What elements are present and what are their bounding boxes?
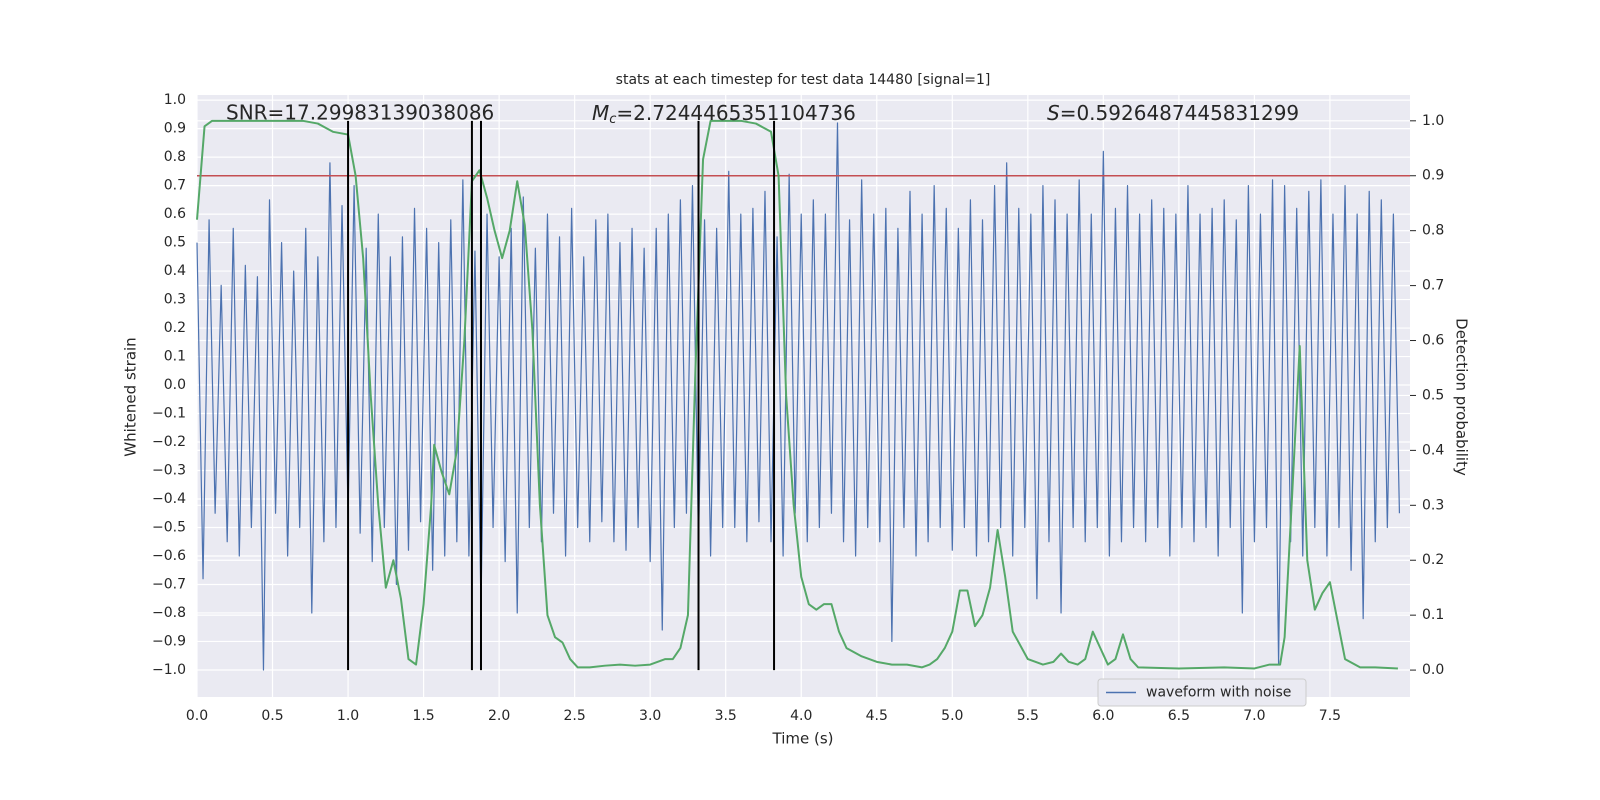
x-tick-label: 2.0 — [488, 708, 510, 724]
y2-tick-label: 0.0 — [1422, 662, 1444, 678]
y-tick-label: 0.3 — [164, 292, 186, 308]
x-tick-label: 5.0 — [941, 708, 963, 724]
y-tick-label: −0.8 — [152, 605, 186, 621]
y-tick-label: −0.5 — [152, 519, 186, 535]
y-tick-label: −0.1 — [152, 406, 186, 422]
data-layer — [196, 119, 1410, 671]
y2-tick-label: 0.7 — [1422, 278, 1444, 294]
y2-tick-label: 0.9 — [1422, 168, 1444, 184]
x-tick-label: 0.5 — [261, 708, 283, 724]
y-tick-label: 0.2 — [164, 320, 186, 336]
x-tick-label: 1.0 — [337, 708, 359, 724]
y-tick-label: −0.3 — [152, 463, 186, 479]
y-tick-label: 0.5 — [164, 235, 186, 251]
legend-box — [1097, 678, 1307, 707]
annotation-text: =0.5926487445831299 — [1060, 101, 1299, 125]
x-tick-label: 7.0 — [1243, 708, 1265, 724]
annotations: SNR=17.29983139038086 Mc=2.7244465351104… — [226, 101, 1299, 127]
series-line — [196, 119, 1398, 670]
x-tick-label: 7.5 — [1319, 708, 1341, 724]
x-tick-label: 3.0 — [639, 708, 661, 724]
y2-tick-label: 0.8 — [1422, 223, 1444, 239]
x-tick-label: 4.5 — [866, 708, 888, 724]
x-tick-label: 1.5 — [412, 708, 434, 724]
x-tick-label: 6.5 — [1168, 708, 1190, 724]
x-tick-label: 4.0 — [790, 708, 812, 724]
legend-label: waveform with noise — [1146, 685, 1291, 701]
annotation: Mc=2.7244465351104736 — [592, 101, 856, 127]
y2-tick-label: 0.1 — [1422, 607, 1444, 623]
y-tick-label: −0.2 — [152, 434, 186, 450]
y-tick-label: 0.6 — [164, 206, 186, 222]
y2-tick-label: 0.6 — [1422, 333, 1444, 349]
y2-tick-label: 0.3 — [1422, 497, 1444, 513]
x-tick-label: 3.5 — [715, 708, 737, 724]
y-tick-label: −0.6 — [152, 548, 186, 564]
x-tick-label: 5.5 — [1017, 708, 1039, 724]
y-tick-label: 0.1 — [164, 349, 186, 365]
y2-tick-label: 0.2 — [1422, 552, 1444, 568]
x-axis-label: Time (s) — [772, 730, 834, 748]
y-tick-label: 1.0 — [164, 92, 186, 108]
x-tick-label: 6.0 — [1092, 708, 1114, 724]
y-tick-label: 0.0 — [164, 377, 186, 393]
annotation-symbol: S — [1047, 101, 1060, 125]
y2-tick-label: 1.0 — [1422, 113, 1444, 129]
chart-title: stats at each timestep for test data 144… — [616, 72, 991, 88]
annotation: S=0.5926487445831299 — [1047, 101, 1299, 125]
annotation-subscript: c — [609, 112, 616, 127]
x-tick-label: 2.5 — [564, 708, 586, 724]
y2-tick-label: 0.5 — [1422, 387, 1444, 403]
y-tick-label: 0.4 — [164, 263, 186, 279]
y2-tick-label: 0.4 — [1422, 442, 1444, 458]
series-line — [196, 122, 1401, 671]
y2-axis-label: Detection probability — [1453, 318, 1471, 476]
y-tick-label: 0.9 — [164, 121, 186, 137]
y-tick-label: 0.8 — [164, 149, 186, 165]
x-tick-label: 0.0 — [186, 708, 208, 724]
y-tick-label: 0.7 — [164, 178, 186, 194]
annotation: SNR=17.29983139038086 — [226, 101, 494, 125]
annotation-symbol: M — [592, 101, 609, 125]
y-axis-label: Whitened strain — [122, 337, 140, 456]
y-tick-label: −0.9 — [152, 633, 186, 649]
y-tick-label: −0.7 — [152, 576, 186, 592]
y-tick-label: −1.0 — [152, 662, 186, 678]
y-tick-label: −0.4 — [152, 491, 186, 507]
annotation-text: =2.7244465351104736 — [616, 101, 855, 125]
legend: waveform with noise — [1097, 678, 1307, 707]
